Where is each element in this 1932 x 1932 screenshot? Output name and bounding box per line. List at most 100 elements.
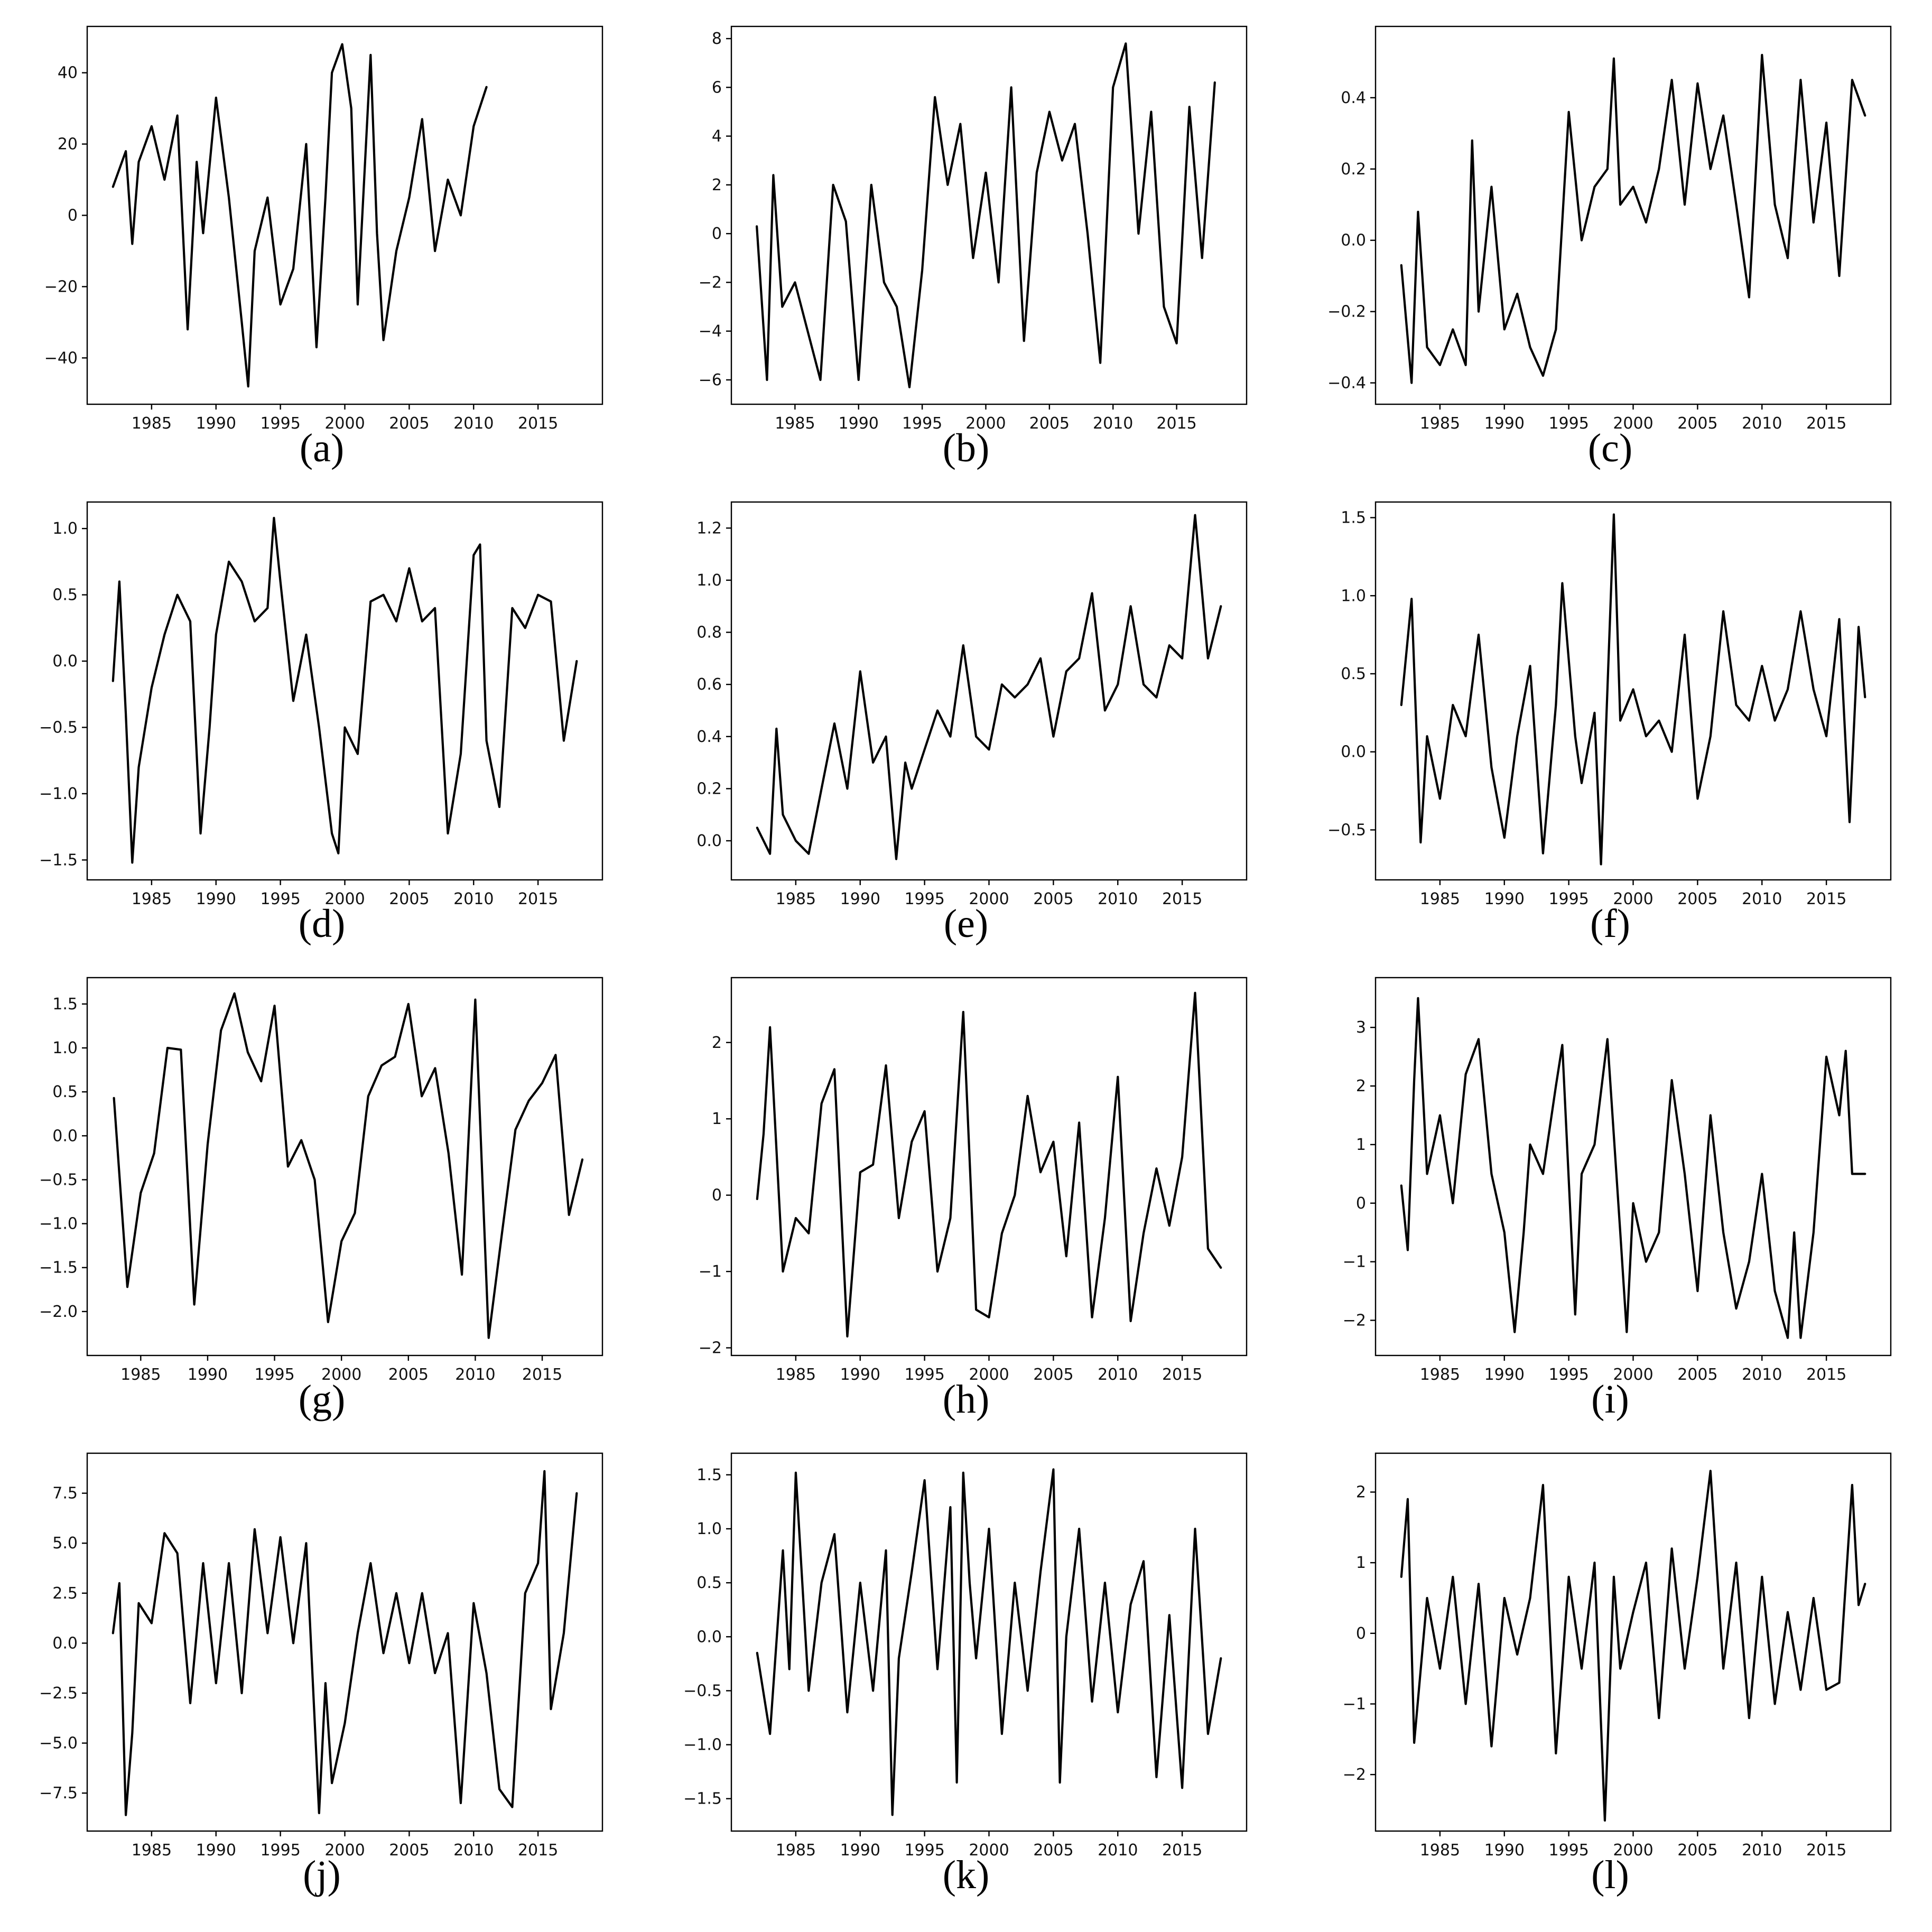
panel-caption: (a) (299, 426, 345, 470)
x-tick-label: 2015 (522, 1366, 562, 1384)
x-tick-label: 2015 (518, 1841, 558, 1860)
x-tick-label: 2005 (1677, 1841, 1717, 1860)
x-tick-label: 1990 (196, 414, 236, 433)
x-tick-label: 1990 (1484, 414, 1525, 433)
chart-panel: 1985 1990 1995 2000 2005 2010 2015 −6 −4 −2 0 2 4 6 8 (… (644, 0, 1288, 483)
x-tick-label: 2000 (1613, 1366, 1653, 1384)
x-tick-label: 1990 (840, 1366, 880, 1384)
panel-caption: (f) (1590, 902, 1630, 946)
x-tick-label: 2000 (969, 1366, 1009, 1384)
x-tick-label: 2010 (455, 1366, 495, 1384)
y-tick-label: 1.0 (696, 1520, 722, 1538)
series-line (756, 42, 1216, 388)
y-tick-label: −0.5 (683, 1682, 722, 1700)
x-tick-label: 1985 (132, 890, 172, 908)
chart-svg: 1985 1990 1995 2000 2005 2010 2015 −1.5 −1.0 −0.5… (683, 1452, 1248, 1860)
y-tick-label: −1.5 (39, 1259, 78, 1277)
x-tick-label: 2000 (324, 1841, 365, 1860)
x-tick-label: 1990 (188, 1366, 228, 1384)
y-tick-label: 0.0 (52, 1634, 78, 1652)
y-tick-label: 0.6 (696, 675, 722, 694)
chart-svg: 1985 1990 1995 2000 2005 2010 2015 0.0 0.2 0.4 0.6… (696, 501, 1248, 908)
plot-frame (86, 1452, 603, 1832)
chart-panel: 1985 1990 1995 2000 2005 2010 2015 −1.5 −1.0 −0.5… (0, 476, 644, 959)
y-tick-label: −0.2 (1327, 303, 1366, 321)
y-tick-label: 40 (58, 64, 78, 82)
chart-svg: 1985 1990 1995 2000 2005 2010 2015 −0.4 −0.2 0.0 0… (1327, 25, 1892, 433)
x-tick-label: 1995 (1548, 414, 1589, 433)
x-tick-label: 2000 (1613, 1841, 1653, 1860)
chart-panel: 1985 1990 1995 2000 2005 2010 2015 −1.5 −1.0 −0.5… (644, 1427, 1288, 1910)
x-tick-label: 1985 (1420, 414, 1460, 433)
y-tick-label: 0.4 (696, 728, 722, 746)
y-tick-label: 0.5 (696, 1574, 722, 1592)
y-tick-label: 4 (712, 127, 722, 146)
chart-panel: 1985 1990 1995 2000 2005 2010 2015 −2.0 −1.5 −1.0… (0, 951, 644, 1434)
x-tick-label: 2005 (1677, 1366, 1717, 1384)
x-tick-label: 2010 (453, 414, 494, 433)
x-tick-label: 1990 (1484, 890, 1525, 908)
x-tick-label: 1990 (840, 890, 880, 908)
y-tick-label: 0.0 (52, 1127, 78, 1145)
chart-svg: 1985 1990 1995 2000 2005 2010 2015 −2 −1 0 1 2 3 (1343, 977, 1892, 1384)
panel-caption: (k) (942, 1853, 990, 1897)
x-tick-label: 2010 (453, 1841, 494, 1860)
chart-panel: 1985 1990 1995 2000 2005 2010 2015 −0.4 −0.2 0.0 0… (1288, 0, 1932, 483)
y-tick-label: −6 (699, 371, 722, 389)
y-tick-label: 0.5 (1341, 665, 1366, 683)
y-tick-label: 0.2 (696, 779, 722, 798)
y-tick-label: 0.0 (696, 832, 722, 850)
y-tick-label: 0.8 (696, 624, 722, 642)
chart-svg: 1985 1990 1995 2000 2005 2010 2015 −0.5 0.0 0.5 1.… (1327, 501, 1892, 908)
y-tick-label: −2 (699, 1339, 722, 1358)
y-tick-label: 2 (1356, 1077, 1366, 1095)
y-tick-label: 0.2 (1341, 160, 1366, 179)
x-tick-label: 1995 (1548, 890, 1589, 908)
panel-caption: (j) (303, 1853, 341, 1897)
y-tick-label: −1.5 (39, 851, 78, 869)
y-tick-label: 1.0 (1341, 587, 1366, 605)
y-tick-label: −1 (699, 1262, 722, 1281)
x-tick-label: 2000 (965, 414, 1006, 433)
panel-caption: (e) (943, 902, 989, 946)
y-tick-label: 0.5 (52, 586, 78, 605)
x-tick-label: 2000 (1613, 890, 1653, 908)
x-tick-label: 2005 (389, 1841, 429, 1860)
x-tick-label: 1990 (840, 1841, 880, 1860)
x-tick-label: 2015 (1806, 890, 1846, 908)
panel-caption: (l) (1591, 1853, 1629, 1897)
chart-panel: 1985 1990 1995 2000 2005 2010 2015 −40 −20 0 20 40 (… (0, 0, 644, 483)
x-tick-label: 1985 (1420, 1366, 1460, 1384)
x-tick-label: 1995 (254, 1366, 294, 1384)
y-tick-label: 2.5 (52, 1584, 78, 1603)
x-tick-label: 2000 (969, 890, 1009, 908)
y-tick-label: 0 (1356, 1624, 1366, 1643)
series-line (112, 517, 578, 864)
series-line (1400, 997, 1866, 1339)
x-tick-label: 2005 (1029, 414, 1070, 433)
x-tick-label: 2010 (1093, 414, 1133, 433)
x-tick-label: 2015 (1806, 414, 1846, 433)
y-tick-label: −1 (1343, 1695, 1366, 1713)
x-tick-label: 1995 (260, 890, 300, 908)
y-tick-label: −1 (1343, 1253, 1366, 1271)
y-tick-label: 1 (1356, 1136, 1366, 1154)
panel-caption: (d) (298, 902, 346, 946)
x-tick-label: 2000 (1613, 414, 1653, 433)
plot-frame (730, 977, 1248, 1357)
y-tick-label: 6 (712, 78, 722, 97)
y-tick-label: 1.0 (52, 1039, 78, 1057)
x-tick-label: 2010 (453, 890, 494, 908)
series-line (112, 43, 488, 388)
chart-panel: 1985 1990 1995 2000 2005 2010 2015 0.0 0.2 0.4 0.6… (644, 476, 1288, 959)
y-tick-label: 1.5 (1341, 509, 1366, 527)
y-tick-label: 0 (712, 1186, 722, 1205)
x-tick-label: 1995 (904, 890, 944, 908)
x-tick-label: 1990 (1484, 1841, 1525, 1860)
y-tick-label: 8 (712, 30, 722, 48)
x-tick-label: 1985 (776, 1841, 816, 1860)
x-tick-label: 1990 (1484, 1366, 1525, 1384)
chart-svg: 1985 1990 1995 2000 2005 2010 2015 −7.5 −5.0 −2.5… (39, 1452, 603, 1860)
x-tick-label: 2015 (1162, 1841, 1202, 1860)
x-tick-label: 2010 (1742, 414, 1782, 433)
